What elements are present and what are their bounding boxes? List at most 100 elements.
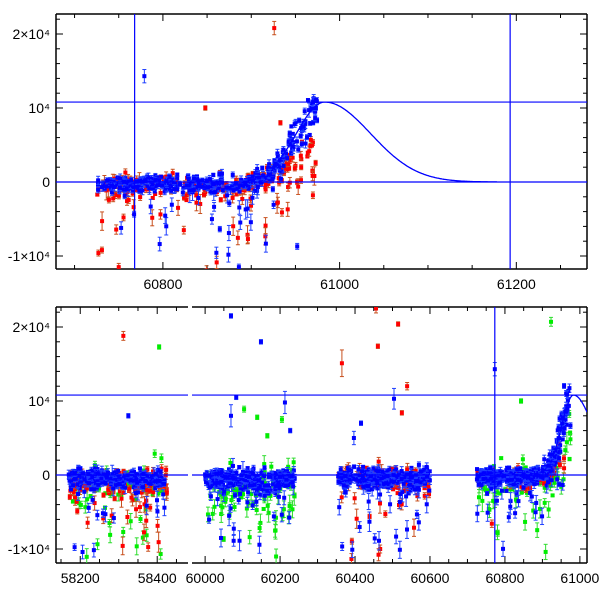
x-tick-label: 60800	[485, 570, 524, 586]
data-point-red	[119, 489, 124, 508]
marker	[236, 265, 241, 269]
marker	[311, 96, 316, 101]
marker	[205, 185, 210, 190]
data-point-blue	[180, 188, 185, 197]
marker	[140, 485, 145, 490]
marker	[263, 187, 268, 192]
data-point-red	[75, 507, 80, 515]
marker	[144, 518, 149, 523]
marker	[309, 106, 314, 111]
data-point-blue	[281, 159, 286, 173]
marker	[150, 215, 155, 220]
marker	[92, 466, 97, 471]
marker	[74, 499, 79, 504]
marker	[238, 183, 243, 188]
marker	[196, 184, 201, 189]
marker	[227, 201, 232, 206]
marker	[153, 192, 158, 197]
marker	[270, 176, 275, 181]
data-point-blue	[238, 215, 243, 230]
marker	[248, 220, 253, 225]
marker	[101, 493, 106, 498]
data-point-red	[148, 503, 153, 512]
data-point-blue	[305, 134, 310, 141]
marker	[121, 475, 126, 480]
marker	[126, 198, 131, 203]
marker	[298, 133, 303, 138]
data-point-red	[116, 262, 121, 269]
data-point-red	[109, 508, 114, 523]
x-tick-label: 60800	[143, 276, 182, 292]
marker	[147, 484, 152, 489]
data-point-blue	[270, 186, 275, 193]
marker	[106, 487, 111, 492]
marker	[149, 176, 154, 181]
marker	[145, 490, 150, 495]
marker	[254, 176, 259, 181]
marker	[70, 499, 75, 504]
marker	[99, 248, 104, 253]
marker	[213, 190, 218, 195]
x-tick-label: 60600	[411, 570, 450, 586]
marker	[70, 470, 75, 475]
marker	[196, 181, 201, 186]
marker	[276, 164, 281, 169]
marker	[76, 473, 81, 478]
marker	[255, 188, 260, 193]
data-point-red	[67, 493, 72, 501]
data-point-green	[152, 449, 157, 458]
marker	[97, 486, 102, 491]
marker	[186, 177, 191, 182]
marker	[134, 507, 139, 512]
marker	[167, 174, 172, 179]
marker	[144, 488, 149, 493]
y-tick-label: 2×10⁴	[12, 26, 50, 42]
marker	[238, 220, 243, 225]
marker	[158, 190, 163, 195]
marker	[272, 163, 277, 168]
marker	[169, 188, 174, 193]
marker	[105, 178, 110, 183]
data-point-red	[203, 105, 208, 111]
marker	[121, 529, 126, 534]
marker	[150, 186, 155, 191]
marker	[271, 202, 276, 207]
marker	[106, 187, 111, 192]
data-point-red	[235, 230, 240, 246]
marker	[263, 182, 268, 187]
marker	[211, 172, 216, 177]
marker	[129, 178, 134, 183]
marker	[148, 204, 153, 209]
marker	[148, 505, 153, 510]
marker	[186, 183, 191, 188]
data-point-red	[164, 465, 169, 474]
data-point-red	[96, 249, 101, 257]
marker	[295, 244, 300, 249]
marker	[296, 147, 301, 152]
marker	[151, 469, 156, 474]
marker	[150, 195, 155, 200]
marker	[172, 182, 177, 187]
marker	[289, 151, 294, 156]
marker	[96, 178, 101, 183]
marker	[181, 228, 186, 233]
marker	[123, 485, 128, 490]
marker	[164, 467, 169, 472]
data-point-blue	[209, 213, 214, 225]
marker	[109, 183, 114, 188]
marker	[84, 554, 89, 559]
plot-area	[95, 20, 320, 269]
marker	[287, 158, 292, 163]
data-point-blue	[296, 145, 301, 153]
data-point-blue	[191, 187, 196, 193]
marker	[301, 124, 306, 129]
marker	[226, 231, 231, 236]
data-point-green	[157, 344, 162, 350]
marker	[266, 172, 271, 177]
data-point-red	[181, 225, 186, 235]
marker	[182, 195, 187, 200]
data-point-green	[95, 538, 100, 551]
marker	[234, 181, 239, 186]
marker	[152, 189, 157, 194]
data-point-blue	[100, 508, 105, 518]
